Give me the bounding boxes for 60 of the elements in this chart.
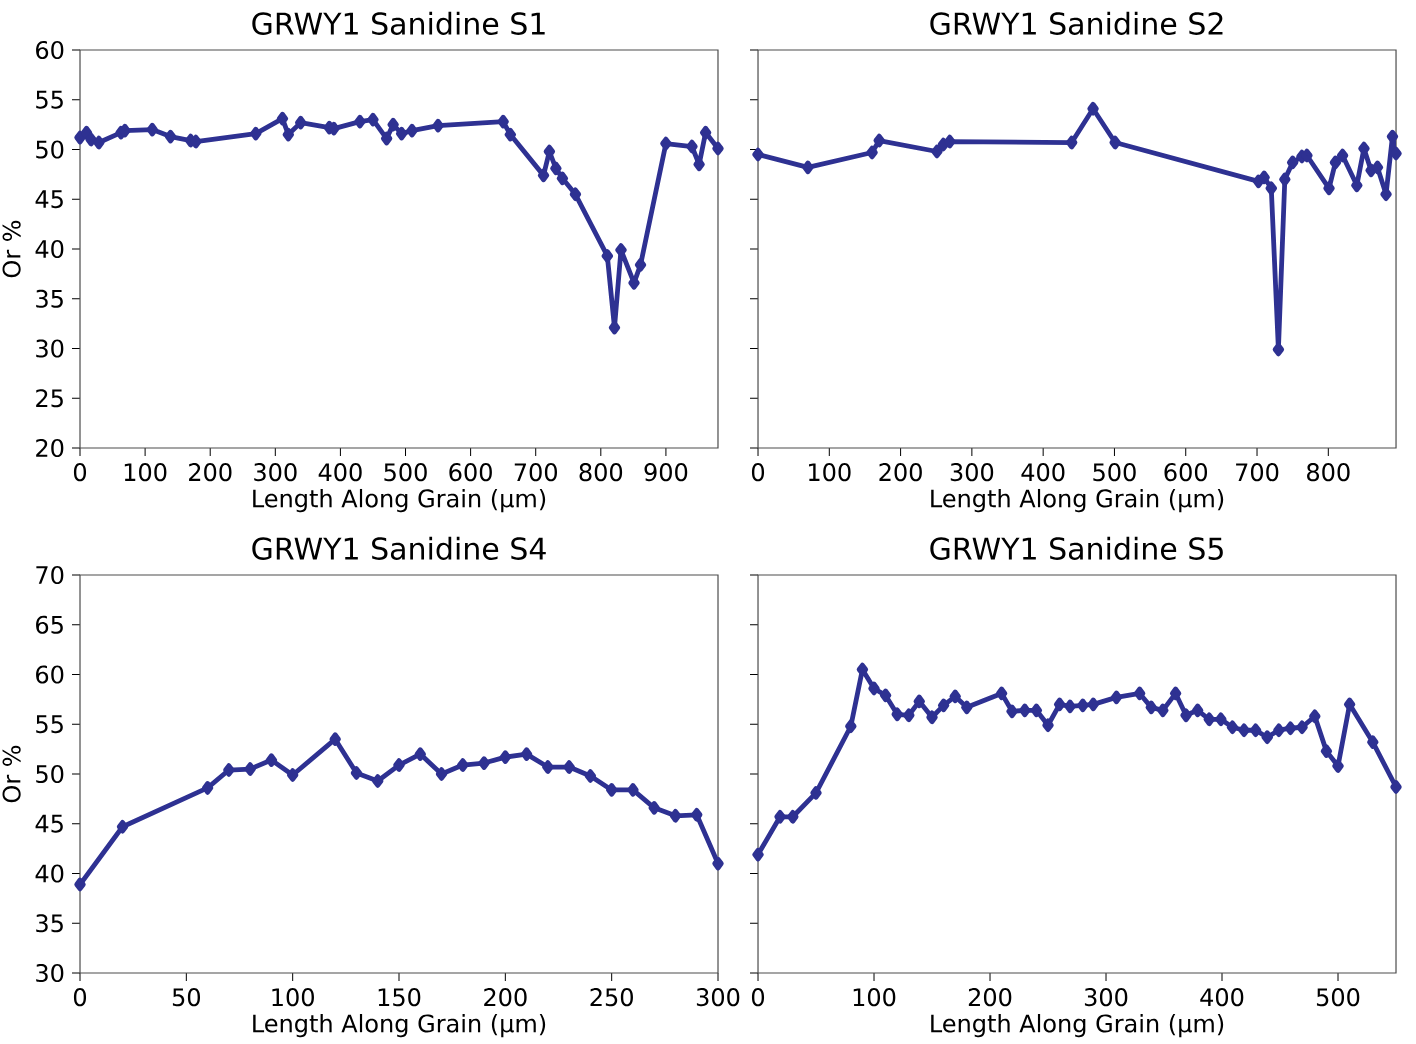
y-axis-title: Or % [2,745,21,803]
x-tick-label: 300 [1084,988,1128,1007]
x-axis-title: Length Along Grain (μm) [931,1013,1224,1038]
chart-title: GRWY1 Sanidine S4 [252,536,546,560]
x-tick-label: 300 [254,463,297,482]
y-tick-label: 50 [36,764,64,784]
x-axis-title: Length Along Grain (μm) [253,1013,546,1038]
x-tick-label: 200 [189,463,232,482]
y-tick-label: 65 [36,615,63,634]
x-tick-label: 200 [879,463,922,482]
y-tick-label: 60 [36,40,64,60]
chart-title: GRWY1 Sanidine S1 [252,11,545,35]
x-tick-label: 250 [590,988,633,1007]
y-tick-label: 40 [35,239,64,259]
x-tick-label: 700 [1236,463,1279,482]
y-tick-label: 25 [36,389,63,408]
x-tick-label: 300 [696,988,740,1007]
x-axis-title: Length Along Grain (μm) [253,488,546,513]
x-tick-label: 100 [272,988,314,1007]
x-tick-label: 700 [514,463,558,482]
x-tick-label: 500 [1316,988,1360,1007]
y-tick-label: 50 [36,140,64,159]
x-tick-label: 0 [751,988,765,1007]
y-tick-label: 60 [36,665,64,684]
y-tick-label: 55 [36,715,63,734]
y-tick-label: 20 [36,438,64,458]
x-tick-label: 600 [1164,463,1208,482]
x-tick-label: 50 [172,988,201,1007]
y-tick-label: 70 [36,565,64,585]
x-tick-label: 0 [73,463,87,482]
x-tick-label: 400 [1021,463,1065,482]
x-tick-label: 150 [378,988,421,1007]
x-tick-label: 100 [853,988,896,1007]
x-tick-label: 800 [579,463,623,482]
x-tick-label: 200 [484,988,527,1007]
y-tick-label: 35 [36,914,63,933]
x-tick-label: 0 [73,988,87,1007]
x-tick-label: 400 [1200,988,1244,1007]
x-tick-label: 300 [950,463,994,482]
x-tick-label: 500 [1093,463,1136,482]
chart-title: GRWY1 Sanidine S5 [930,536,1223,560]
y-tick-label: 30 [36,963,64,983]
x-tick-label: 200 [968,988,1012,1007]
chart-title: GRWY1 Sanidine S2 [930,11,1223,35]
y-tick-label: 40 [35,864,64,883]
y-tick-label: 55 [36,90,63,109]
x-tick-label: 500 [384,463,427,482]
x-tick-label: 100 [809,463,851,482]
y-tick-label: 30 [36,339,64,358]
y-tick-label: 45 [35,814,63,833]
x-tick-label: 600 [449,463,492,482]
x-tick-label: 900 [644,463,688,482]
x-tick-label: 0 [751,463,765,482]
y-axis-title: Or % [2,220,21,278]
x-axis-title: Length Along Grain (μm) [931,488,1224,513]
x-tick-label: 800 [1307,463,1350,482]
y-tick-label: 45 [35,190,63,209]
x-tick-label: 100 [124,463,167,482]
x-tick-label: 400 [318,463,362,482]
y-tick-label: 35 [36,289,63,308]
